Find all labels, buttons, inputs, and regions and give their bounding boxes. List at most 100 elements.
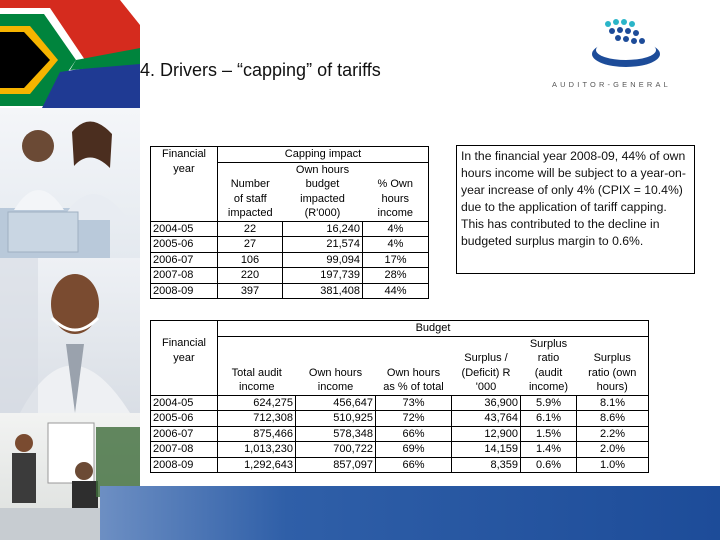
row-year: 2004-05: [150, 395, 218, 411]
table-row: 2005-06 712,308 510,925 72% 43,764 6.1% …: [150, 410, 649, 426]
row-total: 624,275: [217, 395, 296, 411]
row-pct: 72%: [375, 410, 452, 426]
col-header-total-2: income: [217, 380, 296, 396]
row-ratio-own: 8.1%: [576, 395, 649, 411]
table-row: 2004-05 624,275 456,647 73% 36,900 5.9% …: [150, 395, 649, 411]
col-header-hours-3: (R'000): [282, 206, 363, 222]
row-surplus: 12,900: [451, 425, 521, 442]
table-row: 2006-07 106 99,094 17%: [150, 251, 429, 268]
row-staff: 22: [217, 221, 283, 237]
row-ratio-own: 2.2%: [576, 425, 649, 442]
table-row: 2008-09 397 381,408 44%: [150, 282, 429, 299]
row-pct: 28%: [362, 267, 429, 283]
table-row: 2006-07 875,466 578,348 66% 12,900 1.5% …: [150, 425, 649, 442]
year-header-line-1: Financial: [150, 146, 218, 162]
capping-group-header: Capping impact: [217, 146, 429, 163]
row-ratio-own: 8.6%: [576, 410, 649, 426]
row-year: 2006-07: [150, 251, 218, 268]
logo-text: AUDITOR-GENERAL: [552, 80, 671, 89]
row-hours: 16,240: [282, 221, 363, 237]
row-surplus: 8,359: [451, 456, 521, 473]
row-pct: 69%: [375, 441, 452, 457]
table-row: 2007-08 220 197,739 28%: [150, 267, 429, 283]
row-year: 2007-08: [150, 267, 218, 283]
bottom-blue-band: [100, 486, 720, 540]
row-year: 2006-07: [150, 425, 218, 442]
col-header-staff-2: of staff: [217, 191, 283, 206]
col-header-staff-1: Number: [217, 177, 283, 192]
row-total: 875,466: [217, 425, 296, 442]
col-header-surplus-3: '000: [451, 380, 521, 396]
col-header-pct-2: as % of total: [375, 380, 452, 396]
row-ratio-audit: 1.5%: [520, 425, 577, 442]
row-surplus: 36,900: [451, 395, 521, 411]
row-staff: 397: [217, 282, 283, 299]
row-staff: 106: [217, 251, 283, 268]
row-staff: 220: [217, 267, 283, 283]
col-header-ratio-audit-1: Surplus: [529, 337, 568, 350]
row-ratio-audit: 1.4%: [520, 441, 577, 457]
col-header-ratio-own-2: ratio (own: [576, 365, 649, 380]
row-pct: 66%: [375, 425, 452, 442]
col-header-hours-2: impacted: [300, 192, 345, 205]
photo-man-with-headset: [0, 258, 140, 413]
col-header-pct-3: income: [362, 206, 429, 222]
col-header-hours-1: budget: [305, 178, 340, 190]
row-own: 700,722: [295, 441, 376, 457]
left-decorative-strip: [0, 0, 140, 540]
col-header-pct-1: Own hours: [386, 366, 441, 379]
row-year: 2008-09: [150, 282, 218, 299]
col-header-ratio-audit-3: (audit: [534, 366, 563, 379]
row-own: 857,097: [295, 456, 376, 473]
table-row: 2004-05 22 16,240 4%: [150, 221, 429, 237]
auditor-general-logo-icon: [592, 19, 660, 67]
col-header-pct-2: hours: [362, 191, 429, 206]
row-pct: 66%: [375, 456, 452, 473]
row-ratio-audit: 5.9%: [520, 395, 577, 411]
row-year: 2005-06: [150, 236, 218, 252]
table-row: 2007-08 1,013,230 700,722 69% 14,159 1.4…: [150, 441, 649, 457]
year-header-line-1: Financial: [150, 336, 218, 351]
col-header-staff-3: impacted: [217, 206, 283, 222]
row-staff: 27: [217, 236, 283, 252]
col-header-own-2: income: [295, 380, 376, 396]
col-header-total-1: Total audit: [217, 365, 296, 380]
col-header-own-hours: Own hours: [295, 163, 350, 176]
col-header-ratio-audit-4: income): [520, 380, 577, 396]
table-row: 2005-06 27 21,574 4%: [150, 236, 429, 252]
row-hours: 99,094: [282, 251, 363, 268]
year-header-line-2: year: [150, 162, 218, 177]
row-surplus: 43,764: [451, 410, 521, 426]
row-pct: 44%: [362, 282, 429, 299]
row-hours: 21,574: [282, 236, 363, 252]
row-pct: 4%: [362, 221, 429, 237]
row-year: 2008-09: [150, 456, 218, 473]
row-surplus: 14,159: [451, 441, 521, 457]
col-header-ratio-own-3: hours): [576, 380, 649, 396]
col-header-ratio-audit-2: ratio: [537, 352, 560, 364]
row-pct: 17%: [362, 251, 429, 268]
table-row: 2008-09 1,292,643 857,097 66% 8,359 0.6%…: [150, 456, 649, 473]
row-pct: 73%: [375, 395, 452, 411]
capping-impact-table: Financial Capping impact year Own hours …: [150, 146, 429, 299]
row-hours: 197,739: [282, 267, 363, 283]
row-own: 510,925: [295, 410, 376, 426]
row-ratio-own: 2.0%: [576, 441, 649, 457]
row-year: 2007-08: [150, 441, 218, 457]
row-own: 456,647: [295, 395, 376, 411]
photo-women-at-computer: [0, 108, 140, 258]
budget-table: Budget Financial Surplus year Surplus / …: [150, 320, 649, 473]
row-hours: 381,408: [282, 282, 363, 299]
row-ratio-own: 1.0%: [576, 456, 649, 473]
row-own: 578,348: [295, 425, 376, 442]
row-total: 1,292,643: [217, 456, 296, 473]
south-africa-flag-icon: [0, 0, 140, 112]
row-total: 712,308: [217, 410, 296, 426]
col-header-ratio-own-1: Surplus: [576, 351, 649, 366]
row-total: 1,013,230: [217, 441, 296, 457]
row-ratio-audit: 0.6%: [520, 456, 577, 473]
budget-group-header: Budget: [217, 320, 649, 337]
row-year: 2005-06: [150, 410, 218, 426]
row-ratio-audit: 6.1%: [520, 410, 577, 426]
slide-title: 4. Drivers – “capping” of tariffs: [140, 60, 381, 80]
